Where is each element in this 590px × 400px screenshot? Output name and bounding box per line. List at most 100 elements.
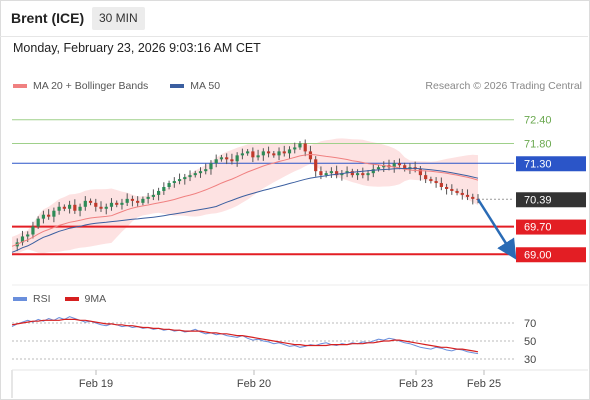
candle-body <box>104 206 108 209</box>
candle-body <box>403 165 407 170</box>
candle-body <box>256 155 260 158</box>
candle-body <box>26 234 30 237</box>
candle-body <box>471 196 475 199</box>
rsi-ma-line <box>11 318 479 353</box>
candle-body <box>439 183 443 187</box>
rsi-ma-swatch <box>64 297 79 301</box>
candle-body <box>36 218 40 227</box>
x-tick-label-0: Feb 19 <box>79 378 113 390</box>
ma50-legend-label: MA 50 <box>190 80 221 92</box>
level-box-2 <box>516 156 586 172</box>
candle-body <box>219 157 224 160</box>
candle-body <box>78 206 82 211</box>
candle-body <box>136 200 140 203</box>
candle-body <box>47 214 51 217</box>
candle-body <box>418 169 423 176</box>
timeframe-button[interactable]: 30 MIN <box>92 7 145 30</box>
candle-body <box>261 151 265 156</box>
candle-body <box>162 187 166 191</box>
candles <box>15 139 480 252</box>
ma50-line <box>11 167 479 253</box>
level-label-5: 69.00 <box>524 249 552 261</box>
candle-body <box>246 151 250 154</box>
rsi-line <box>11 316 479 355</box>
candle-body <box>177 179 182 182</box>
candle-body <box>429 179 433 182</box>
candle-body <box>314 159 318 172</box>
candle-body <box>329 171 333 174</box>
x-tick-label-3: Feb 25 <box>467 378 501 390</box>
candle-body <box>287 149 292 154</box>
candle-body <box>157 190 161 195</box>
candle-body <box>130 198 135 201</box>
instrument-title: Brent (ICE) <box>11 10 85 26</box>
candle-body <box>303 143 307 152</box>
rsi-legend: RSI 9MA <box>13 293 106 305</box>
candle-body <box>277 151 281 156</box>
candle-body <box>209 163 213 170</box>
candle-body <box>125 198 129 203</box>
candle-body <box>460 192 464 195</box>
candle-body <box>183 177 187 180</box>
candle-body <box>282 151 286 154</box>
projection-arrow <box>476 198 517 260</box>
chart-header: Brent (ICE) 30 MIN <box>0 0 588 37</box>
candle-body <box>382 165 386 168</box>
candle-body <box>251 151 255 158</box>
candle-body <box>188 175 192 178</box>
moving-averages <box>11 153 479 253</box>
level-label-2: 71.30 <box>524 158 552 170</box>
rsi-tick-label-0: 70 <box>524 318 536 330</box>
candle-body <box>324 173 328 176</box>
x-tick-label-1: Feb 20 <box>237 378 271 390</box>
candle-body <box>355 173 360 176</box>
bollinger-swatch <box>13 84 27 88</box>
level-box-5 <box>516 247 586 263</box>
chart-datetime: Monday, February 23, 2026 9:03:16 AM CET <box>13 41 261 55</box>
candle-body <box>392 163 396 168</box>
candle-body <box>62 206 66 209</box>
candle-body <box>204 169 208 172</box>
candle-body <box>198 171 203 174</box>
candle-body <box>235 155 239 162</box>
rsi-panel: 70 50 30 <box>11 284 588 366</box>
candle-body <box>465 194 470 197</box>
candle-body <box>371 169 375 174</box>
candle-body <box>52 210 56 217</box>
candle-body <box>361 173 365 176</box>
candle-body <box>172 181 176 184</box>
candle-body <box>99 206 103 209</box>
candle-body <box>319 171 323 176</box>
level-label-0: 72.40 <box>524 115 552 127</box>
price-legend: MA 20 + Bollinger Bands MA 50 <box>13 80 220 92</box>
candle-body <box>41 214 46 219</box>
candle-body <box>366 173 370 176</box>
candle-body <box>376 167 381 170</box>
candle-body <box>345 171 349 174</box>
candle-body <box>350 171 354 176</box>
level-box-3 <box>516 192 586 208</box>
candle-body <box>225 157 229 160</box>
bollinger-legend-label: MA 20 + Bollinger Bands <box>33 80 149 92</box>
candle-body <box>83 200 87 207</box>
candle-body <box>424 175 428 180</box>
candle-body <box>450 188 454 191</box>
candle-body <box>298 143 302 148</box>
level-label-4: 69.70 <box>524 222 552 234</box>
candle-body <box>109 202 114 207</box>
ma50-swatch <box>170 84 185 88</box>
projection-line <box>476 198 517 260</box>
candle-body <box>214 159 218 164</box>
candle-body <box>120 202 124 205</box>
candle-body <box>397 163 402 166</box>
rsi-tick-label-1: 50 <box>524 336 536 348</box>
rsi-ma-legend-label: 9MA <box>84 293 107 305</box>
candle-body <box>67 204 72 209</box>
level-box-4 <box>516 219 586 235</box>
credit-text: Research © 2026 Trading Central <box>425 80 582 92</box>
candle-body <box>141 198 145 203</box>
x-axis: Feb 19 Feb 20 Feb 23 Feb 25 <box>11 369 588 398</box>
candle-body <box>444 187 449 189</box>
candle-body <box>293 147 297 150</box>
